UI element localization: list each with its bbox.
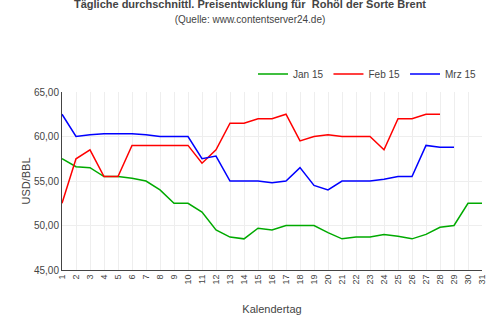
svg-text:21: 21 [337, 275, 347, 285]
svg-text:22: 22 [351, 275, 361, 285]
svg-text:11: 11 [197, 275, 207, 284]
svg-text:50,00: 50,00 [34, 220, 59, 231]
svg-text:30: 30 [463, 275, 473, 285]
svg-text:USD/BBL: USD/BBL [20, 157, 32, 204]
svg-text:5: 5 [113, 275, 123, 280]
svg-text:Feb 15: Feb 15 [368, 69, 400, 80]
svg-text:19: 19 [309, 275, 319, 285]
svg-text:10: 10 [183, 275, 193, 285]
svg-text:1: 1 [57, 275, 67, 280]
svg-text:Jan 15: Jan 15 [293, 69, 323, 80]
svg-text:23: 23 [365, 275, 375, 285]
svg-text:15: 15 [253, 275, 263, 285]
svg-text:24: 24 [379, 275, 389, 285]
svg-text:4: 4 [99, 275, 109, 280]
svg-text:31: 31 [477, 275, 487, 285]
svg-text:26: 26 [407, 275, 417, 285]
svg-text:45,00: 45,00 [34, 265, 59, 276]
svg-text:14: 14 [239, 275, 249, 285]
svg-text:13: 13 [225, 275, 235, 285]
svg-text:20: 20 [323, 275, 333, 285]
svg-text:17: 17 [281, 275, 291, 285]
svg-text:6: 6 [127, 275, 137, 280]
svg-text:18: 18 [295, 275, 305, 285]
svg-text:Mrz 15: Mrz 15 [445, 69, 476, 80]
svg-text:27: 27 [421, 275, 431, 285]
svg-text:29: 29 [449, 275, 459, 285]
svg-text:3: 3 [85, 275, 95, 280]
svg-text:60,00: 60,00 [34, 131, 59, 142]
svg-text:55,00: 55,00 [34, 176, 59, 187]
svg-text:Tägliche durchschnittl. Preise: Tägliche durchschnittl. Preisentwicklung… [74, 0, 426, 25]
svg-text:12: 12 [211, 275, 221, 285]
svg-text:7: 7 [141, 275, 151, 280]
svg-text:25: 25 [393, 275, 403, 285]
svg-text:16: 16 [267, 275, 277, 285]
svg-text:2: 2 [71, 275, 81, 280]
svg-text:65,00: 65,00 [34, 87, 59, 98]
svg-text:9: 9 [169, 275, 179, 280]
svg-text:Kalendertag: Kalendertag [242, 303, 301, 315]
svg-text:8: 8 [155, 275, 165, 280]
svg-text:28: 28 [435, 275, 445, 285]
